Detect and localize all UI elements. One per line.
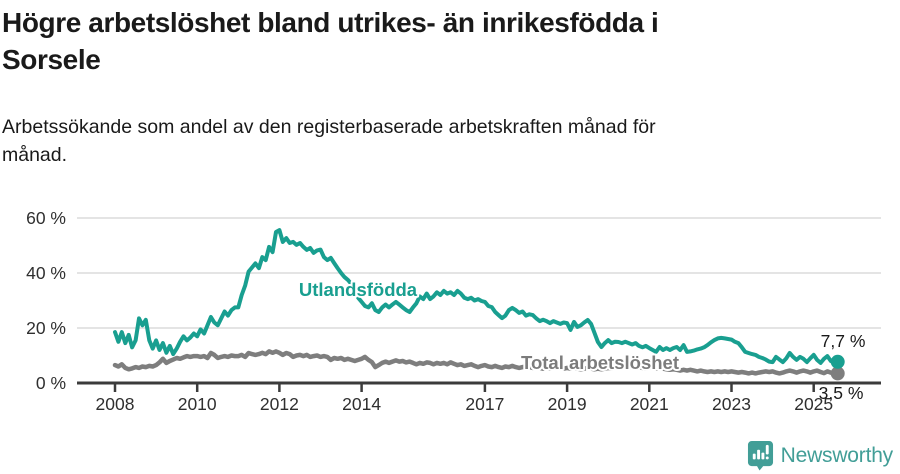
page-title: Högre arbetslöshet bland utrikes- än inr… [2, 4, 892, 78]
newsworthy-logo[interactable]: Newsworthy [747, 440, 893, 471]
chart-subtitle: Arbetssökande som andel av den registerb… [2, 114, 872, 169]
svg-text:40 %: 40 % [26, 263, 66, 283]
subtitle-line-2: månad. [2, 143, 68, 166]
svg-text:2021: 2021 [630, 394, 669, 414]
svg-text:0 %: 0 % [36, 373, 66, 393]
svg-text:20 %: 20 % [26, 318, 66, 338]
svg-text:2017: 2017 [465, 394, 504, 414]
svg-text:2023: 2023 [712, 394, 751, 414]
subtitle-line-1: Arbetssökande som andel av den registerb… [2, 116, 656, 138]
title-line-1: Högre arbetslöshet bland utrikes- än inr… [2, 7, 659, 38]
svg-text:Utlandsfödda: Utlandsfödda [299, 279, 418, 300]
svg-text:3,5 %: 3,5 % [819, 383, 864, 403]
svg-text:2012: 2012 [260, 394, 299, 414]
svg-text:7,7 %: 7,7 % [821, 331, 866, 351]
title-line-2: Sorsele [2, 44, 101, 75]
svg-text:2008: 2008 [96, 394, 135, 414]
newsworthy-icon [747, 441, 773, 471]
svg-text:2019: 2019 [548, 394, 587, 414]
svg-text:2025: 2025 [794, 394, 833, 414]
unemployment-chart: 2008 2010 2012 2014 2017 2019 2021 2023 2025 0 % 2… [26, 208, 881, 414]
svg-text:2010: 2010 [178, 394, 217, 414]
svg-text:Total arbetslöshet: Total arbetslöshet [521, 352, 679, 373]
svg-text:2014: 2014 [342, 394, 381, 414]
svg-text:60 %: 60 % [26, 208, 66, 228]
newsworthy-wordmark: Newsworthy [780, 443, 894, 467]
